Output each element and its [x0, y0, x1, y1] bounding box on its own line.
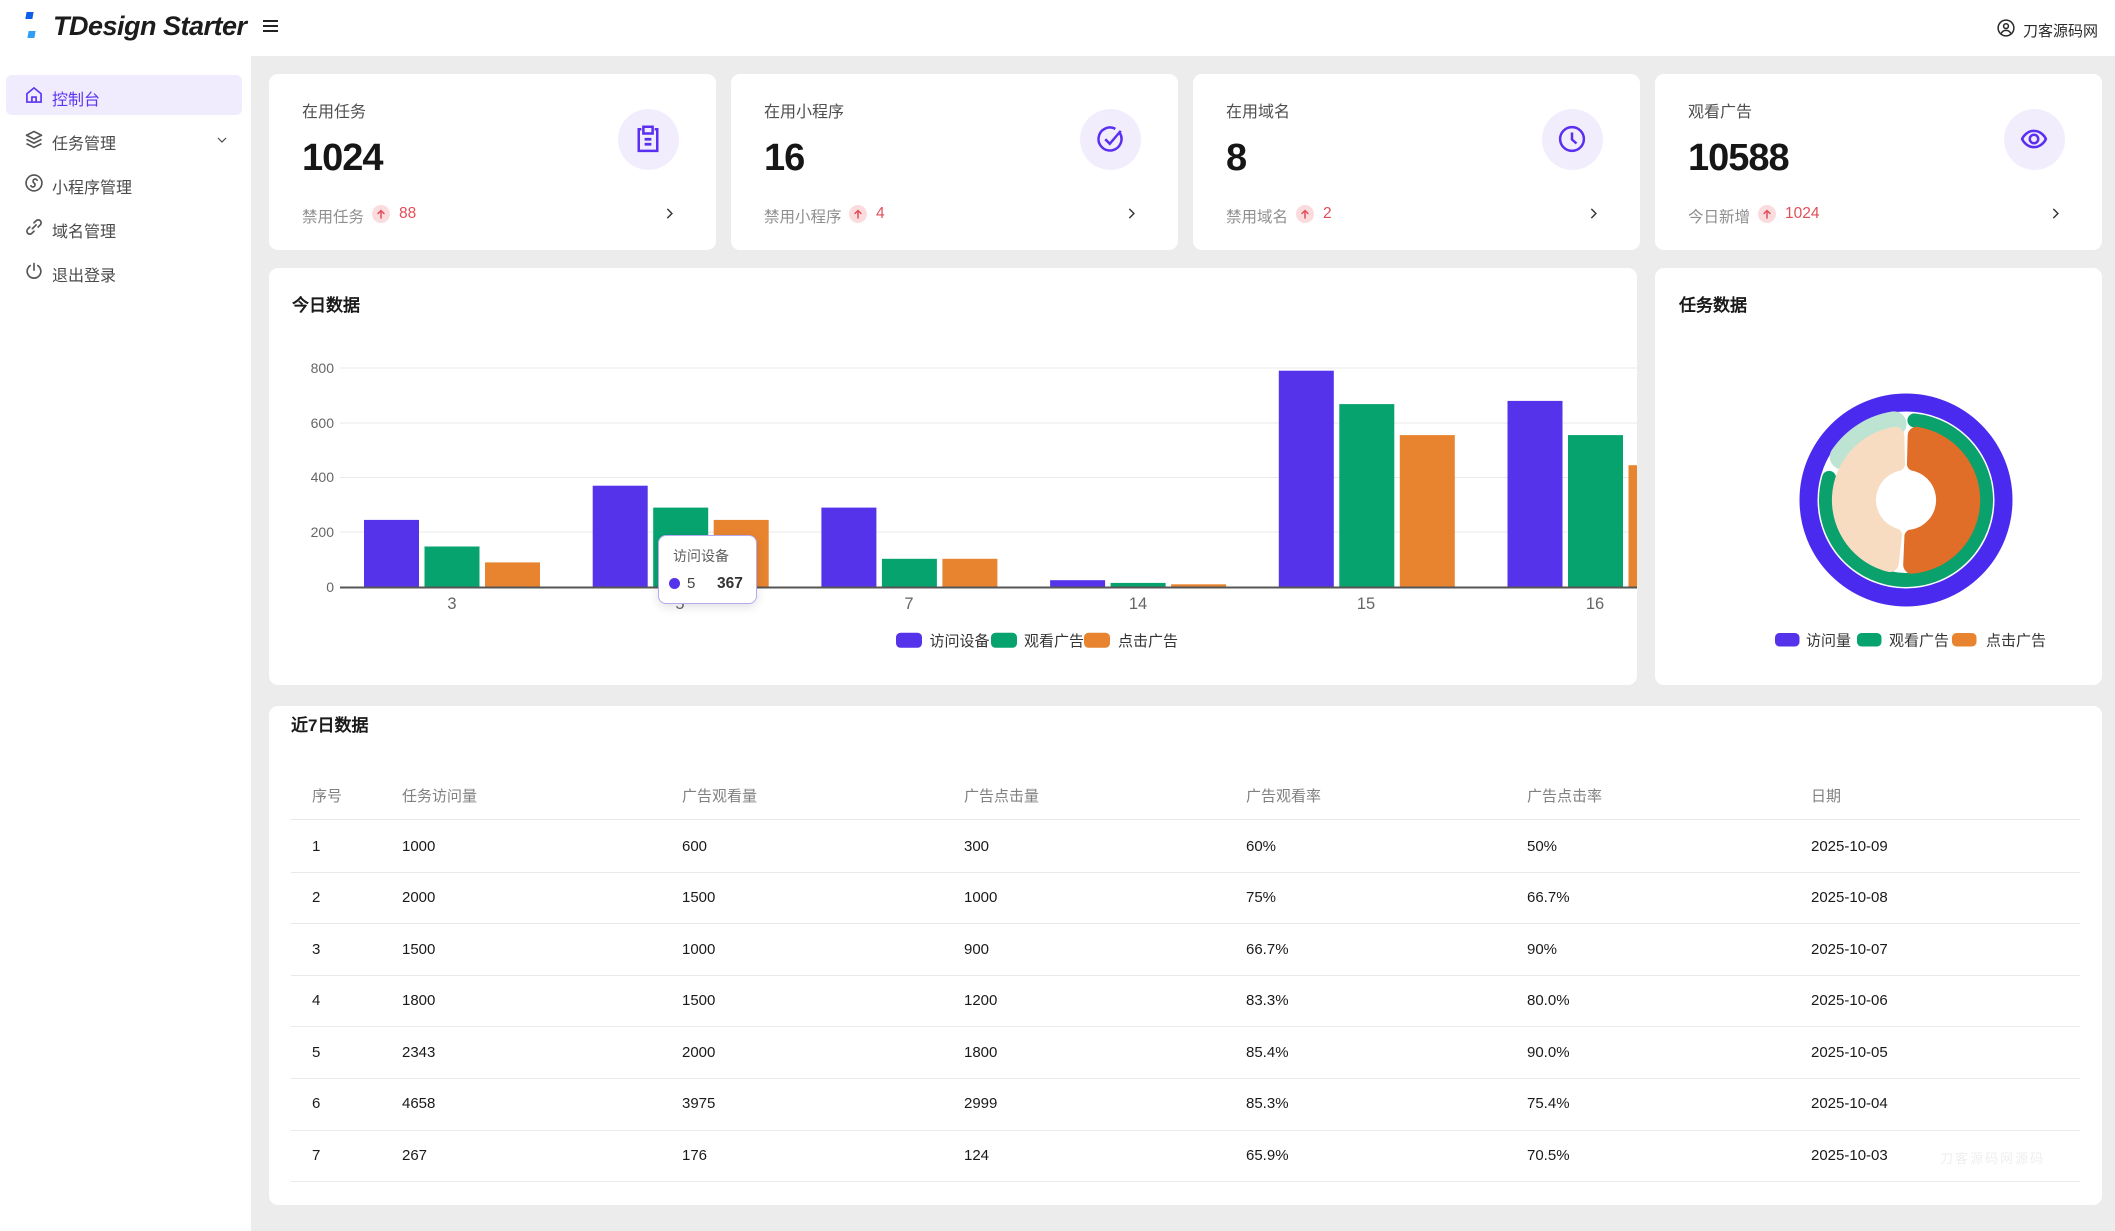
- svg-text:访问量: 访问量: [1806, 633, 1851, 650]
- svg-text:16: 16: [1586, 595, 1604, 613]
- svg-text:访问设备: 访问设备: [930, 633, 990, 650]
- svg-text:点击广告: 点击广告: [1118, 633, 1178, 650]
- svg-text:观看广告: 观看广告: [1889, 633, 1949, 650]
- svg-text:400: 400: [311, 469, 335, 485]
- svg-text:15: 15: [1357, 595, 1375, 613]
- svg-text:800: 800: [311, 360, 335, 376]
- svg-text:0: 0: [326, 579, 334, 595]
- svg-text:7: 7: [904, 595, 913, 613]
- svg-text:600: 600: [311, 415, 335, 431]
- svg-text:观看广告: 观看广告: [1024, 633, 1084, 650]
- svg-text:5: 5: [675, 595, 684, 613]
- svg-text:200: 200: [311, 524, 335, 540]
- svg-text:点击广告: 点击广告: [1986, 633, 2046, 650]
- svg-text:3: 3: [447, 595, 456, 613]
- svg-text:14: 14: [1129, 595, 1147, 613]
